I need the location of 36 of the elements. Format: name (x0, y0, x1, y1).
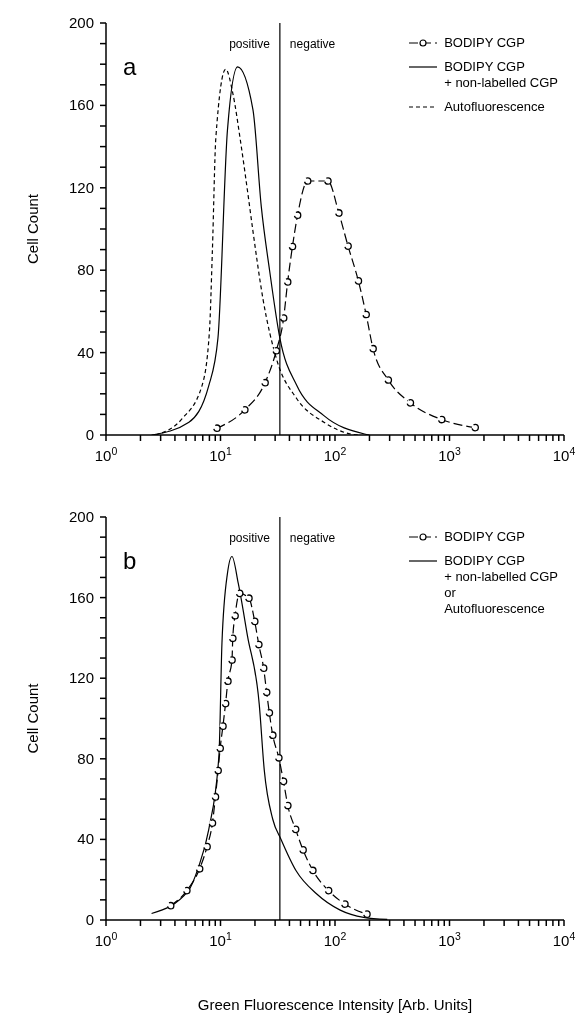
x-tick-label: 10$^{4}$ (552, 930, 576, 949)
y-tick-label: 40 (77, 343, 94, 361)
y-tick-label: 120 (68, 178, 94, 196)
x-tick-label: 10$^{3}$ (438, 930, 461, 949)
annotation: negative (289, 531, 336, 545)
y-tick-label: 40 (77, 830, 94, 848)
text: a (123, 53, 137, 81)
x-tick-label: 10$^{2}$ (323, 445, 347, 464)
y-tick-label: 0 (85, 911, 94, 928)
annotation: negative (289, 37, 336, 51)
legend-label: BODIPY CGP + non-labelled CGP or Autofluorescence (444, 553, 558, 617)
legend-label: Autofluorescence (444, 99, 545, 115)
annotation: positive (229, 531, 271, 545)
text: b (123, 547, 137, 575)
y-tick-label: 160 (68, 588, 94, 606)
x-tick-label: 10$^{1}$ (209, 930, 232, 949)
y-tick-label: 120 (68, 669, 94, 687)
x-tick-label: 10$^{0}$ (94, 445, 118, 464)
x-tick-label: 10$^{4}$ (552, 445, 576, 464)
x-axis-title: Green Fluorescence Intensity [Arb. Units] (197, 996, 473, 1013)
legend-label: BODIPY CGP (444, 35, 525, 51)
y-tick-label: 0 (85, 426, 94, 443)
x-tick-label: 10$^{0}$ (94, 930, 118, 949)
y-tick-label: 200 (68, 14, 94, 31)
x-tick-label: 10$^{2}$ (323, 930, 347, 949)
legend-label: BODIPY CGP + non-labelled CGP (444, 59, 558, 91)
y-tick-label: 80 (77, 749, 94, 767)
x-tick-label: 10$^{1}$ (209, 445, 232, 464)
y-axis-title: Cell Count (24, 193, 42, 265)
y-tick-label: 160 (68, 96, 94, 114)
y-tick-label: 80 (77, 261, 94, 279)
y-tick-label: 200 (68, 508, 94, 525)
y-axis-title: Cell Count (24, 682, 42, 754)
x-tick-label: 10$^{3}$ (438, 445, 461, 464)
legend-label: BODIPY CGP (444, 529, 525, 545)
annotation: positive (229, 37, 271, 51)
